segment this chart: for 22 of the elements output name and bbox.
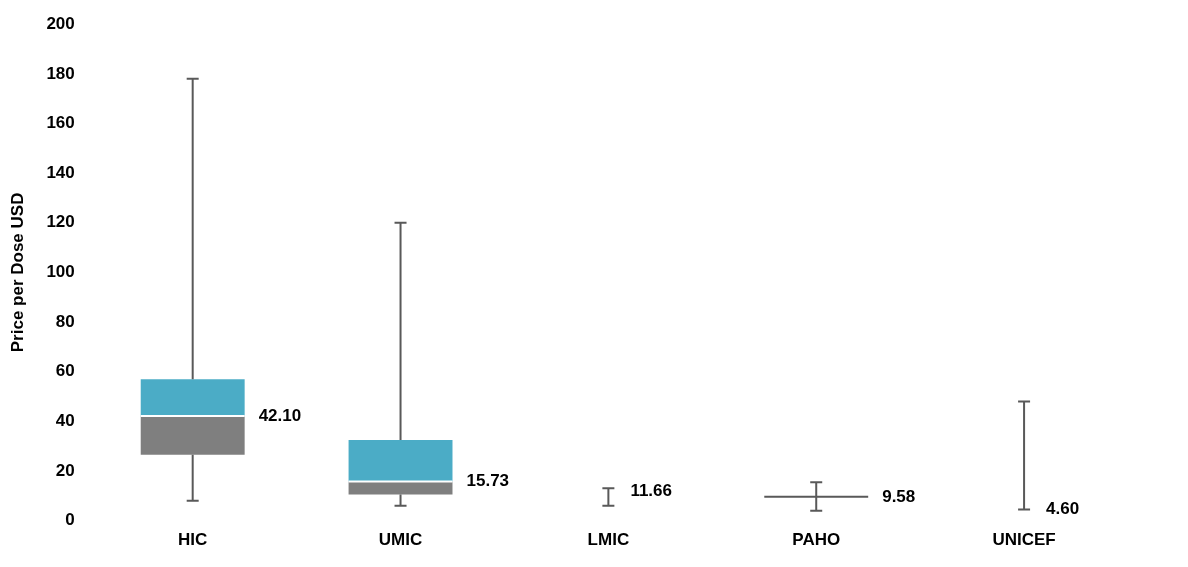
y-tick-label: 140	[46, 162, 75, 182]
x-tick-label: HIC	[178, 530, 208, 550]
text: 9.58	[882, 486, 916, 506]
y-tick-label: 120	[46, 212, 75, 232]
text: 15.73	[466, 471, 510, 491]
text: 11.66	[630, 481, 672, 501]
y-tick-label: 160	[46, 113, 75, 133]
y-tick-label: 200	[46, 13, 75, 33]
y-tick-label: 60	[55, 361, 75, 381]
text: 42.10	[258, 405, 302, 425]
y-tick-label: 180	[46, 63, 75, 83]
y-tick-label: 40	[55, 411, 75, 431]
x-tick-label: UNICEF	[992, 530, 1056, 550]
y-tick-label: 0	[65, 510, 75, 530]
x-tick-label: PAHO	[792, 530, 841, 550]
x-tick-label: UMIC	[378, 530, 423, 550]
text: 4.60	[1046, 498, 1080, 518]
y-tick-label: 20	[55, 460, 75, 480]
y-axis-title: Price per Dose USD	[7, 192, 27, 353]
x-tick-label: LMIC	[587, 530, 630, 550]
y-tick-label: 100	[46, 262, 75, 282]
y-tick-label: 80	[55, 311, 75, 331]
